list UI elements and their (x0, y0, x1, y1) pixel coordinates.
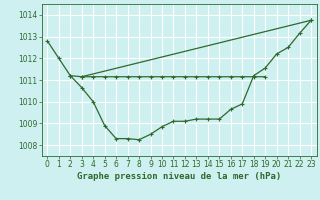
X-axis label: Graphe pression niveau de la mer (hPa): Graphe pression niveau de la mer (hPa) (77, 172, 281, 181)
